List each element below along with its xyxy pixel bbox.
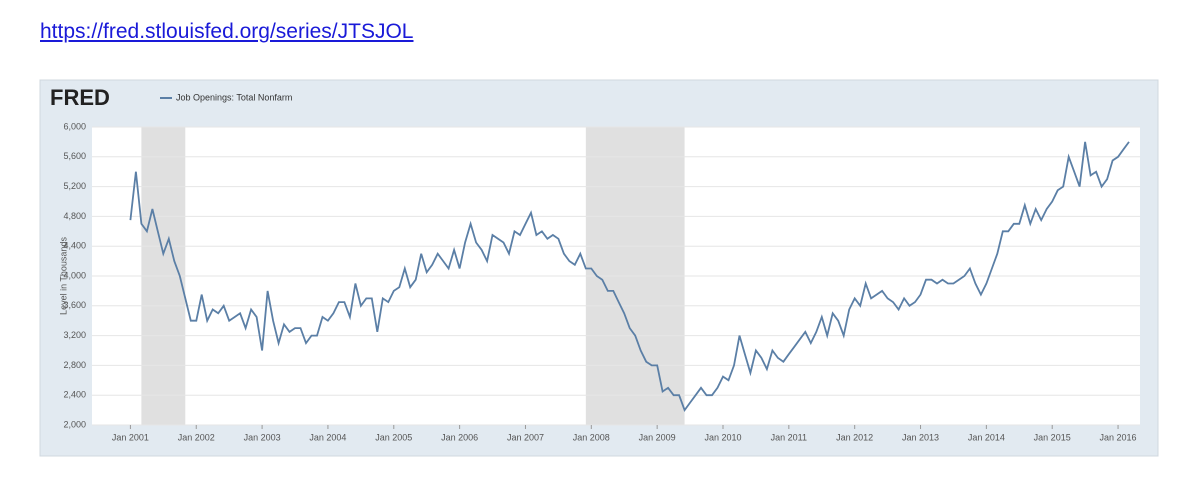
y-tick-label: 5,200 xyxy=(63,181,86,191)
y-tick-label: 2,800 xyxy=(63,360,86,370)
x-tick-label: Jan 2004 xyxy=(309,432,346,442)
y-axis-label: Level in Thousands xyxy=(58,237,68,315)
x-tick-label: Jan 2016 xyxy=(1100,432,1137,442)
legend-label: Job Openings: Total Nonfarm xyxy=(176,92,292,102)
x-tick-label: Jan 2011 xyxy=(771,432,807,442)
y-tick-label: 2,400 xyxy=(63,390,86,400)
x-tick-label: Jan 2008 xyxy=(573,432,610,442)
x-tick-label: Jan 2010 xyxy=(704,432,741,442)
y-tick-label: 6,000 xyxy=(63,121,86,131)
x-tick-label: Jan 2005 xyxy=(375,432,412,442)
y-tick-label: 2,000 xyxy=(63,419,86,429)
y-tick-label: 5,600 xyxy=(63,151,86,161)
logo: FRED xyxy=(50,85,110,110)
x-tick-label: Jan 2001 xyxy=(112,432,149,442)
x-tick-label: Jan 2012 xyxy=(836,432,873,442)
y-tick-label: 3,600 xyxy=(63,300,86,310)
y-tick-label: 4,400 xyxy=(63,241,86,251)
x-tick-label: Jan 2009 xyxy=(639,432,676,442)
x-tick-label: Jan 2002 xyxy=(178,432,215,442)
x-tick-label: Jan 2007 xyxy=(507,432,544,442)
series-link[interactable]: https://fred.stlouisfed.org/series/JTSJO… xyxy=(40,20,414,43)
x-tick-label: Jan 2014 xyxy=(968,432,1005,442)
y-tick-label: 4,000 xyxy=(63,270,86,280)
x-tick-label: Jan 2003 xyxy=(244,432,281,442)
y-tick-label: 4,800 xyxy=(63,211,86,221)
series-line xyxy=(129,141,1130,412)
y-tick-label: 3,200 xyxy=(63,330,86,340)
x-tick-label: Jan 2006 xyxy=(441,432,478,442)
x-tick-label: Jan 2013 xyxy=(902,432,939,442)
x-tick-label: Jan 2015 xyxy=(1034,432,1071,442)
